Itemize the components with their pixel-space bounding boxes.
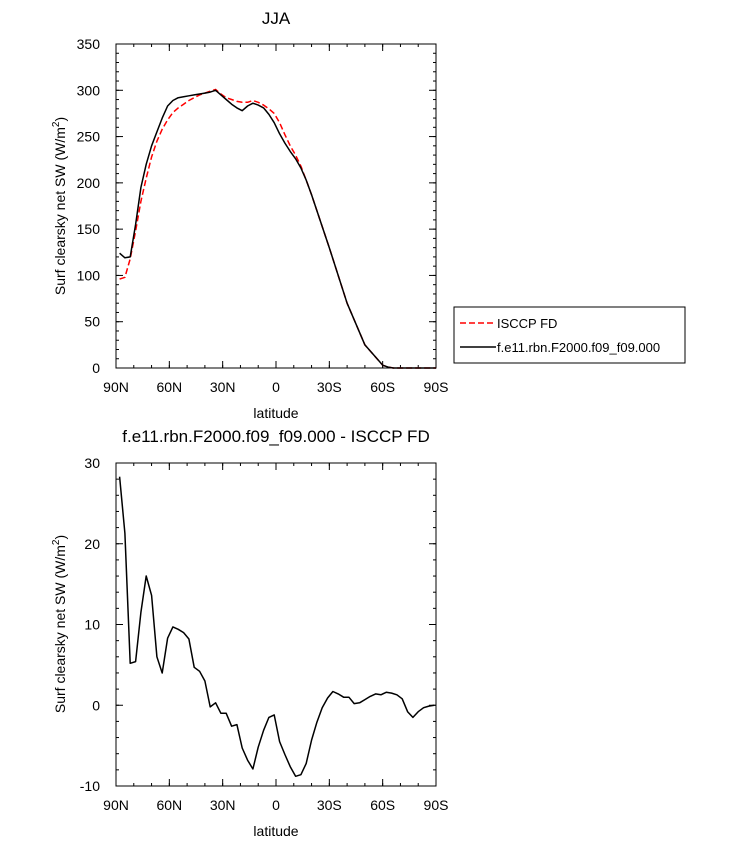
bottom-x-tick-label: 60S: [370, 797, 395, 813]
top-axis-ticks: 90N 60N 30N 0 30S 60S 90S 0 50 100 150 200 250 300 350: [77, 36, 449, 395]
bottom-series-group: [118, 476, 435, 778]
bottom-x-tick-label: 90S: [424, 797, 449, 813]
bottom-y-tick-label: 10: [84, 617, 100, 633]
top-series-group: [119, 88, 436, 369]
top-y-tick-label: 300: [77, 82, 101, 98]
bottom-y-tick-label: 20: [84, 536, 100, 552]
bottom-y-axis-label: Surf clearsky net SW (W/m2): [51, 535, 68, 713]
bottom-x-tick-label: 30S: [317, 797, 342, 813]
legend-box: [453, 306, 686, 364]
bottom-x-tick-label: 30N: [210, 797, 236, 813]
top-series-line-1: [119, 89, 436, 369]
bottom-x-axis-label: latitude: [253, 823, 298, 839]
top-x-tick-label: 60S: [370, 379, 395, 395]
top-x-tick-label: 90S: [424, 379, 449, 395]
top-y-tick-label: 50: [84, 314, 100, 330]
top-y-tick-label: 0: [92, 360, 100, 376]
bottom-series-line-0: [118, 476, 435, 778]
legend-label-model: f.e11.rbn.F2000.f09_f09.000: [497, 340, 660, 355]
legend: ISCCP FD f.e11.rbn.F2000.f09_f09.000: [453, 306, 686, 364]
top-y-tick-label: 100: [77, 267, 101, 283]
bottom-chart-title: f.e11.rbn.F2000.f09_f09.000 - ISCCP FD: [122, 427, 429, 446]
top-y-tick-label: 350: [77, 36, 101, 52]
bottom-plot-frame: [115, 462, 437, 787]
top-x-tick-label: 30N: [210, 379, 236, 395]
top-y-tick-label: 150: [77, 221, 101, 237]
top-x-tick-label: 90N: [103, 379, 129, 395]
bottom-axis-ticks: 90N 60N 30N 0 30S 60S 90S -10 0 10 20 30: [80, 455, 449, 813]
bottom-x-tick-label: 0: [272, 797, 280, 813]
bottom-y-tick-label: -10: [80, 778, 100, 794]
top-y-tick-label: 250: [77, 129, 101, 145]
legend-label-isccp: ISCCP FD: [497, 316, 557, 331]
top-x-axis-label: latitude: [253, 405, 298, 421]
top-plot-frame: [115, 43, 437, 369]
bottom-x-tick-label: 60N: [156, 797, 182, 813]
top-x-tick-label: 30S: [317, 379, 342, 395]
top-x-tick-label: 0: [272, 379, 280, 395]
bottom-y-tick-label: 0: [92, 697, 100, 713]
top-y-axis-label: Surf clearsky net SW (W/m2): [51, 117, 68, 295]
top-chart-title: JJA: [262, 9, 291, 28]
bottom-x-tick-label: 90N: [103, 797, 129, 813]
top-panel: JJA 90N 60N 30N 0 30S 60S 90S 0 50 100 150 200 250 30…: [51, 9, 686, 421]
top-x-tick-label: 60N: [156, 379, 182, 395]
top-y-tick-label: 200: [77, 175, 101, 191]
bottom-y-tick-label: 30: [84, 455, 100, 471]
bottom-panel: f.e11.rbn.F2000.f09_f09.000 - ISCCP FD 9…: [51, 427, 448, 839]
